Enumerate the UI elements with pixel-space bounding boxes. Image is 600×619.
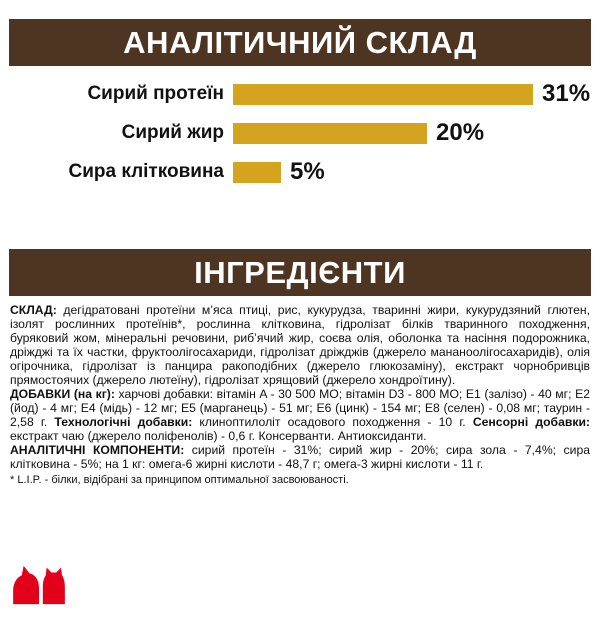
analytical-composition-title: АНАЛІТИЧНИЙ СКЛАД [123,25,477,60]
chart-value-label: 5% [290,158,325,185]
ingredients-title: ІНГРЕДІЄНТИ [194,255,406,290]
section-body: дегідратовані протеїни м’яса птиці, рис,… [10,303,590,387]
chart-category-label: Сирий протеїн [87,83,224,104]
pet-food-label: АНАЛІТИЧНИЙ СКЛАД Сирий протеїн 31% Сирий … [0,19,600,619]
analytical-components-paragraph: АНАЛІТИЧНІ КОМПОНЕНТИ: сирий протеїн - 3… [10,443,590,471]
section-label: АНАЛІТИЧНІ КОМПОНЕНТИ: [10,443,192,457]
chart-category-label: Сира клітковина [68,161,224,182]
section-label: ДОБАВКИ (на кг): [10,387,119,401]
chart-bar [233,83,533,105]
chart-value-label: 20% [436,119,485,146]
section-body: екстракт чаю (джерело поліфенолів) - 0,6… [10,429,427,443]
chart-row: Сирий жир 20% [0,119,600,146]
royal-canin-logo [10,560,68,611]
additives-paragraph: ДОБАВКИ (на кг): харчові добавки: вітамі… [10,387,590,443]
lip-footnote: * L.I.P. - білки, відібрані за принципом… [10,474,349,486]
royal-canin-dog-cat-crest-icon [13,565,65,605]
section-body: харчові добавки: вітамін A - 30 500 МО; … [10,387,590,429]
section-label: СКЛАД: [10,303,64,317]
chart-bar [233,122,427,144]
section-body: клиноптилоліт осадового походження - 10 … [199,415,473,429]
chart-row: Сирий протеїн 31% [0,80,600,107]
section-body: сирий протеїн - 31%; сирий жир - 20%; си… [10,443,590,471]
composition-paragraph: СКЛАД: дегідратовані протеїни м’яса птиц… [10,303,590,387]
chart-category-label: Сирий жир [121,122,224,143]
chart-row: Сира клітковина 5% [0,158,600,185]
chart-value-label: 31% [542,80,591,107]
ingredients-text-block: СКЛАД: дегідратовані протеїни м’яса птиц… [10,303,590,471]
chart-bar [233,161,281,183]
analysis-chart: Сирий протеїн 31% Сирий жир 20% Сира клітков… [0,80,600,185]
ingredients-banner: ІНГРЕДІЄНТИ [9,249,591,296]
analytical-composition-banner: АНАЛІТИЧНИЙ СКЛАД [9,19,591,66]
section-label: Технологічні добавки: [54,415,200,429]
section-label: Сенсорні добавки: [472,415,590,429]
